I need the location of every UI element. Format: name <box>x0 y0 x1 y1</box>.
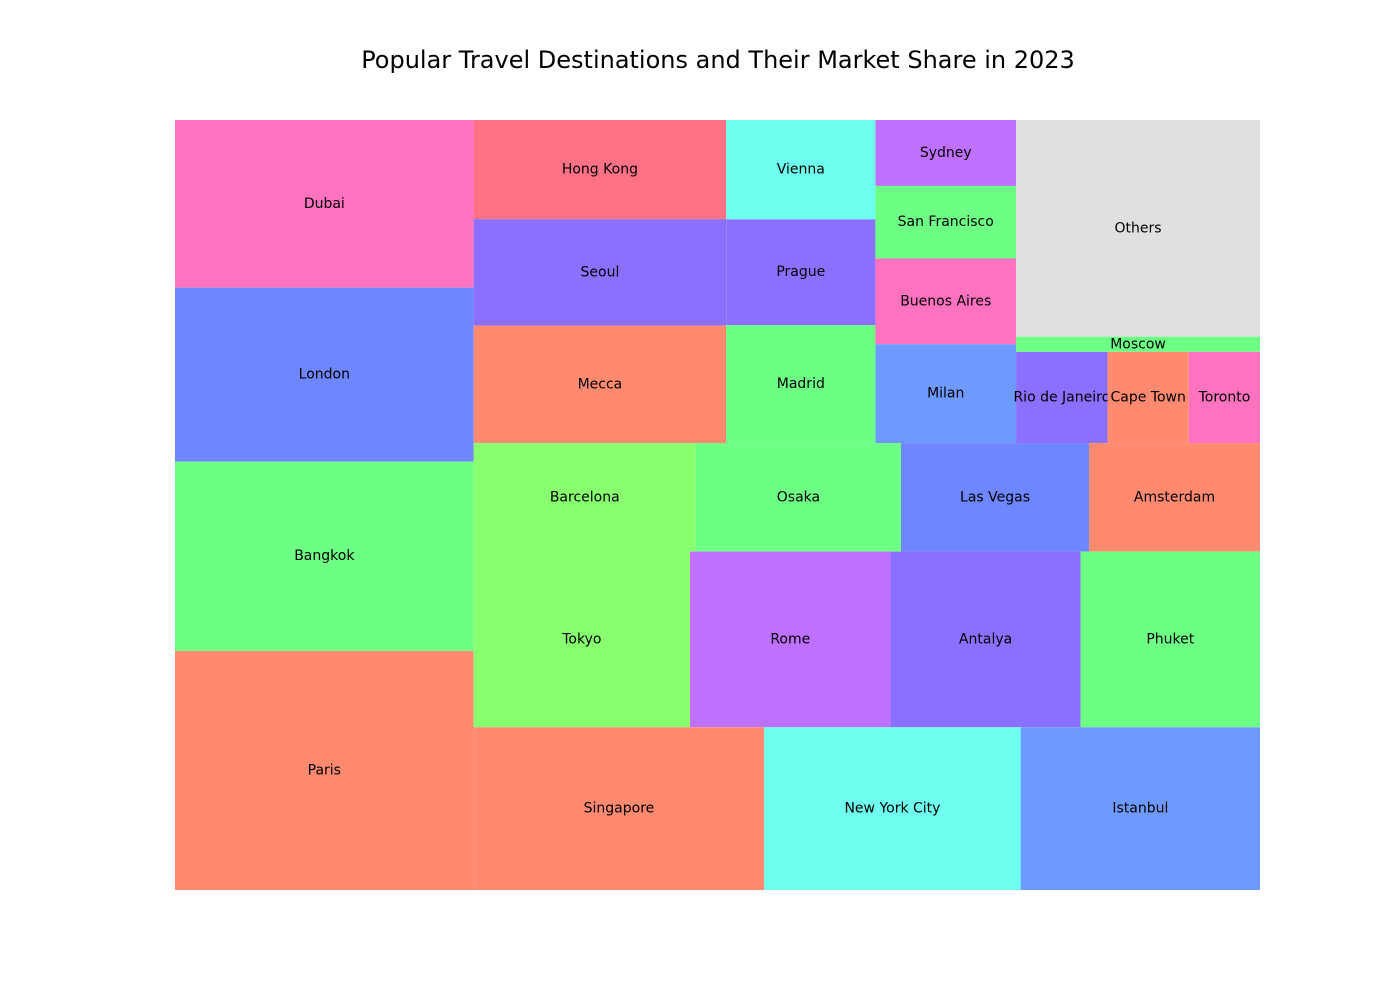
tile-amsterdam <box>1089 443 1260 552</box>
tile-label-milan: Milan <box>927 386 964 402</box>
tile-rio-de-janeiro <box>1016 351 1108 444</box>
tile-label-madrid: Madrid <box>777 376 825 392</box>
tile-label-dubai: Dubai <box>304 196 345 212</box>
tile-san-francisco <box>875 185 1017 259</box>
tile-label-bangkok: Bangkok <box>294 548 355 564</box>
treemap-tiles: Dubai London Bangkok Paris Hong Kong Seoul Mec… <box>175 120 1260 890</box>
tile-label-antalya: Antalya <box>959 631 1012 647</box>
tile-label-rio-de-janeiro: Rio de Janeiro <box>1013 389 1110 405</box>
tile-phuket <box>1080 551 1260 728</box>
tile-istanbul <box>1020 727 1260 890</box>
tile-tokyo <box>473 551 691 728</box>
tile-label-tokyo: Tokyo <box>561 631 601 647</box>
tile-madrid <box>726 325 876 444</box>
tile-label-istanbul: Istanbul <box>1112 801 1168 817</box>
tile-label-phuket: Phuket <box>1146 631 1194 647</box>
tile-label-osaka: Osaka <box>777 489 820 505</box>
tile-label-rome: Rome <box>770 631 810 647</box>
tile-label-barcelona: Barcelona <box>550 489 620 505</box>
tile-osaka <box>695 443 902 552</box>
tile-label-others: Others <box>1115 220 1162 236</box>
tile-hong-kong <box>473 120 727 220</box>
chart-title: Popular Travel Destinations and Their Ma… <box>361 46 1075 74</box>
tile-label-vienna: Vienna <box>777 162 825 178</box>
tile-prague <box>726 219 876 326</box>
tile-mecca <box>473 325 727 444</box>
tile-label-london: London <box>299 367 350 383</box>
tile-toronto <box>1188 351 1260 444</box>
tile-label-cape-town: Cape Town <box>1111 389 1186 405</box>
tile-dubai <box>175 120 474 288</box>
tile-label-paris: Paris <box>308 762 341 778</box>
tile-label-las-vegas: Las Vegas <box>960 489 1030 505</box>
tile-barcelona <box>473 443 696 552</box>
tile-label-toronto: Toronto <box>1198 389 1251 405</box>
tile-label-sydney: Sydney <box>920 145 972 161</box>
tile-rome <box>690 551 891 728</box>
tile-label-san-francisco: San Francisco <box>898 214 994 230</box>
tile-vienna <box>726 120 876 220</box>
tile-label-singapore: Singapore <box>584 801 655 817</box>
tile-label-prague: Prague <box>776 264 825 280</box>
tile-cape-town <box>1107 351 1189 444</box>
tile-label-hong-kong: Hong Kong <box>562 162 638 178</box>
tile-las-vegas <box>901 443 1090 552</box>
tile-singapore <box>473 727 765 890</box>
tile-label-seoul: Seoul <box>581 264 620 280</box>
tile-label-moscow: Moscow <box>1110 336 1166 352</box>
tile-new-york-city <box>764 727 1021 890</box>
tile-label-amsterdam: Amsterdam <box>1134 489 1215 505</box>
tile-bangkok <box>175 461 474 651</box>
tile-milan <box>875 344 1017 444</box>
tile-buenos-aires <box>875 258 1017 345</box>
tile-paris <box>175 650 474 890</box>
tile-seoul <box>473 219 727 326</box>
tile-antalya <box>890 551 1081 728</box>
tile-label-mecca: Mecca <box>578 376 623 392</box>
tile-label-buenos-aires: Buenos Aires <box>900 293 991 309</box>
tile-others <box>1016 120 1260 337</box>
tile-sydney <box>875 120 1017 186</box>
tile-label-new-york-city: New York City <box>844 801 940 817</box>
tile-moscow <box>1016 336 1260 352</box>
tile-london <box>175 287 474 462</box>
